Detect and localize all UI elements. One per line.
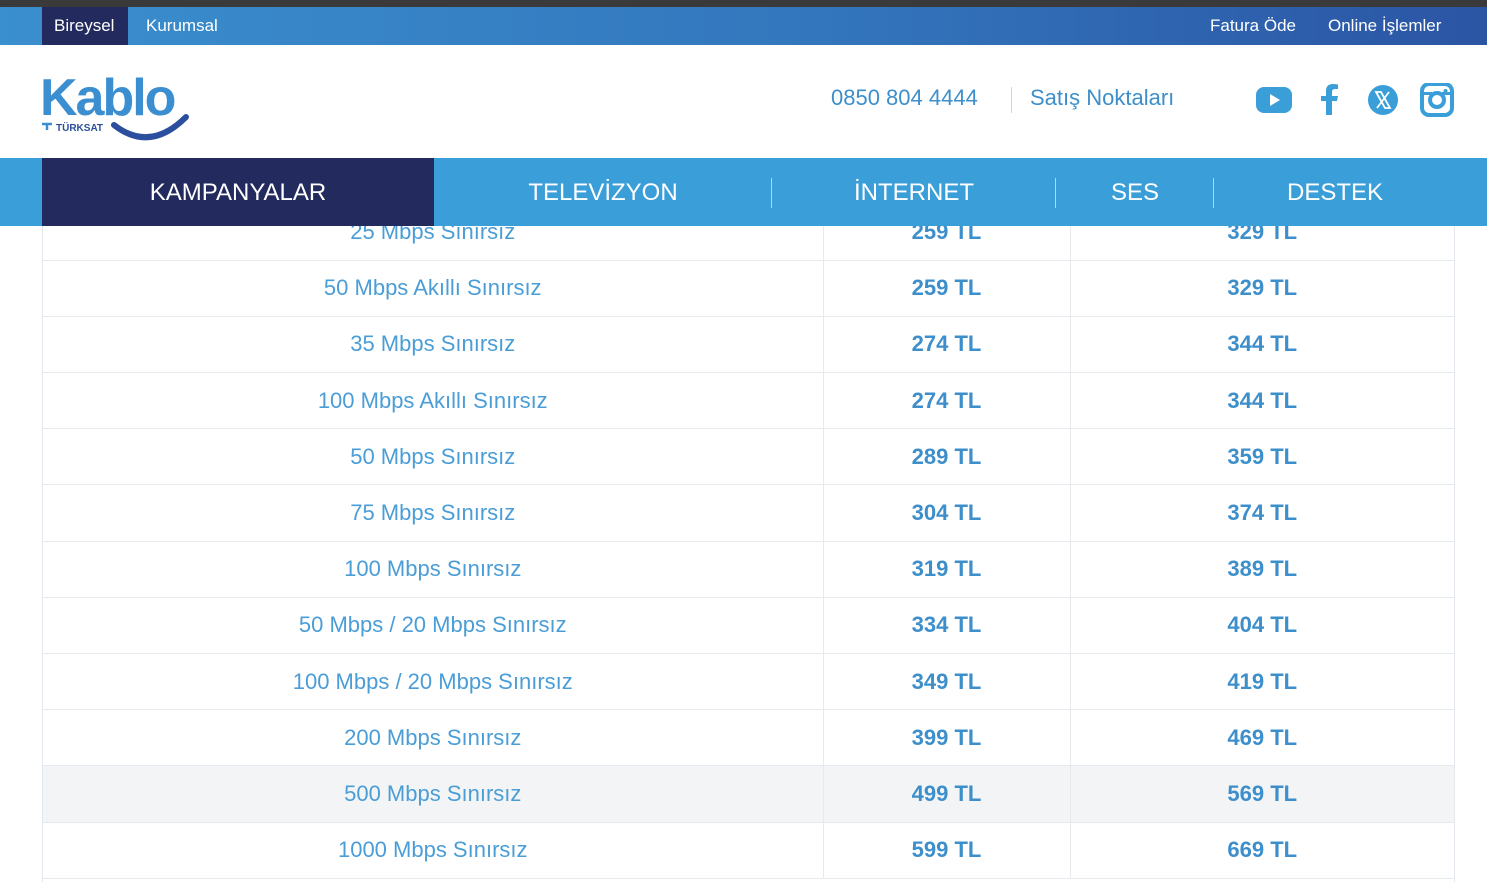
nav-divider bbox=[771, 178, 772, 208]
nav-ses[interactable]: SES bbox=[1110, 179, 1160, 206]
table-row: 35 Mbps Sınırsız 274 TL 344 TL bbox=[43, 316, 1454, 374]
price-cell-1: 274 TL bbox=[823, 316, 1071, 374]
price-cell-1: 599 TL bbox=[823, 822, 1071, 879]
package-name-cell: 75 Mbps Sınırsız bbox=[43, 484, 824, 542]
fatura-ode-link[interactable]: Fatura Öde bbox=[1210, 16, 1296, 35]
price-cell-1: 259 TL bbox=[823, 260, 1071, 317]
page-bottom bbox=[42, 882, 1455, 895]
table-row: 100 Mbps / 20 Mbps Sınırsız 349 TL 419 TL bbox=[43, 653, 1454, 711]
table-row: 50 Mbps Sınırsız 289 TL 359 TL bbox=[43, 428, 1454, 486]
table-row: 500 Mbps Sınırsız 499 TL 569 TL bbox=[43, 765, 1454, 823]
table-row: 75 Mbps Sınırsız 304 TL 374 TL bbox=[43, 484, 1454, 542]
youtube-icon[interactable] bbox=[1256, 83, 1292, 117]
header: Kablo TÜRKSAT 0850 804 4444 Satış Noktal… bbox=[0, 45, 1487, 158]
package-name-cell: 50 Mbps / 20 Mbps Sınırsız bbox=[43, 597, 824, 655]
price-cell-2: 404 TL bbox=[1070, 597, 1454, 655]
logo-text: Kablo bbox=[40, 69, 175, 127]
logo-sub-text: TÜRKSAT bbox=[56, 121, 103, 134]
tab-kurumsal[interactable]: Kurumsal bbox=[146, 16, 218, 35]
price-cell-2: 329 TL bbox=[1070, 226, 1454, 261]
price-cell-2: 359 TL bbox=[1070, 428, 1454, 486]
table-row: 200 Mbps Sınırsız 399 TL 469 TL bbox=[43, 709, 1454, 767]
price-cell-1: 499 TL bbox=[823, 765, 1071, 823]
table-row: 100 Mbps Akıllı Sınırsız 274 TL 344 TL bbox=[43, 372, 1454, 430]
package-name-cell: 25 Mbps Sınırsız bbox=[43, 226, 824, 261]
price-cell-2: 389 TL bbox=[1070, 541, 1454, 598]
table-row: 100 Mbps Sınırsız 319 TL 389 TL bbox=[43, 541, 1454, 598]
nav-divider bbox=[1055, 178, 1056, 208]
price-cell-2: 374 TL bbox=[1070, 484, 1454, 542]
price-cell-2: 669 TL bbox=[1070, 822, 1454, 879]
price-cell-1: 319 TL bbox=[823, 541, 1071, 598]
package-name-cell: 50 Mbps Akıllı Sınırsız bbox=[43, 260, 824, 317]
nav-divider bbox=[1213, 178, 1214, 208]
table-row: 50 Mbps Akıllı Sınırsız 259 TL 329 TL bbox=[43, 260, 1454, 317]
facebook-icon[interactable] bbox=[1312, 83, 1348, 117]
price-cell-1: 259 TL bbox=[823, 226, 1071, 261]
nav-destek[interactable]: DESTEK bbox=[1286, 179, 1384, 206]
price-cell-1: 399 TL bbox=[823, 709, 1071, 767]
nav-internet[interactable]: İNTERNET bbox=[854, 179, 974, 206]
phone-number[interactable]: 0850 804 4444 bbox=[831, 85, 978, 110]
package-name-cell: 35 Mbps Sınırsız bbox=[43, 316, 824, 374]
price-cell-1: 289 TL bbox=[823, 428, 1071, 486]
price-cell-2: 344 TL bbox=[1070, 316, 1454, 374]
browser-top-edge bbox=[0, 0, 1487, 7]
price-cell-2: 469 TL bbox=[1070, 709, 1454, 767]
nav-kampanyalar[interactable]: KAMPANYALAR bbox=[42, 158, 434, 226]
package-name-cell: 100 Mbps Akıllı Sınırsız bbox=[43, 372, 824, 430]
table-row: 25 Mbps Sınırsız 259 TL 329 TL bbox=[43, 226, 1454, 261]
package-name-cell: 200 Mbps Sınırsız bbox=[43, 709, 824, 767]
instagram-icon[interactable] bbox=[1419, 82, 1455, 117]
package-name-cell: 500 Mbps Sınırsız bbox=[43, 765, 824, 823]
package-name-cell: 50 Mbps Sınırsız bbox=[43, 428, 824, 486]
price-cell-1: 349 TL bbox=[823, 653, 1071, 711]
package-name-cell: 100 Mbps / 20 Mbps Sınırsız bbox=[43, 653, 824, 711]
tab-bireysel[interactable]: Bireysel bbox=[42, 7, 128, 45]
price-table: 25 Mbps Sınırsız 259 TL 329 TL 50 Mbps Akıl… bbox=[43, 226, 1454, 879]
main-nav: KAMPANYALAR TELEVİZYON İNTERNET SES DEST… bbox=[0, 158, 1487, 226]
price-cell-2: 569 TL bbox=[1070, 765, 1454, 823]
satis-noktalari-link[interactable]: Satış Noktaları bbox=[1030, 85, 1175, 110]
x-twitter-icon[interactable] bbox=[1365, 83, 1401, 117]
nav-televizyon[interactable]: TELEVİZYON bbox=[528, 179, 678, 206]
price-cell-2: 344 TL bbox=[1070, 372, 1454, 430]
price-cell-1: 274 TL bbox=[823, 372, 1071, 430]
kablo-logo[interactable]: Kablo TÜRKSAT bbox=[40, 65, 190, 143]
price-cell-2: 329 TL bbox=[1070, 260, 1454, 317]
table-row: 50 Mbps / 20 Mbps Sınırsız 334 TL 404 TL bbox=[43, 597, 1454, 655]
top-bar: Bireysel Kurumsal Fatura Öde Online İşle… bbox=[0, 7, 1487, 45]
header-separator bbox=[1011, 87, 1012, 113]
online-islemler-link[interactable]: Online İşlemler bbox=[1328, 16, 1442, 35]
price-table-container: 25 Mbps Sınırsız 259 TL 329 TL 50 Mbps Akıl… bbox=[42, 226, 1455, 882]
price-cell-2: 419 TL bbox=[1070, 653, 1454, 711]
price-cell-1: 334 TL bbox=[823, 597, 1071, 655]
package-name-cell: 100 Mbps Sınırsız bbox=[43, 541, 824, 598]
table-row: 1000 Mbps Sınırsız 599 TL 669 TL bbox=[43, 822, 1454, 879]
price-cell-1: 304 TL bbox=[823, 484, 1071, 542]
package-name-cell: 1000 Mbps Sınırsız bbox=[43, 822, 824, 879]
